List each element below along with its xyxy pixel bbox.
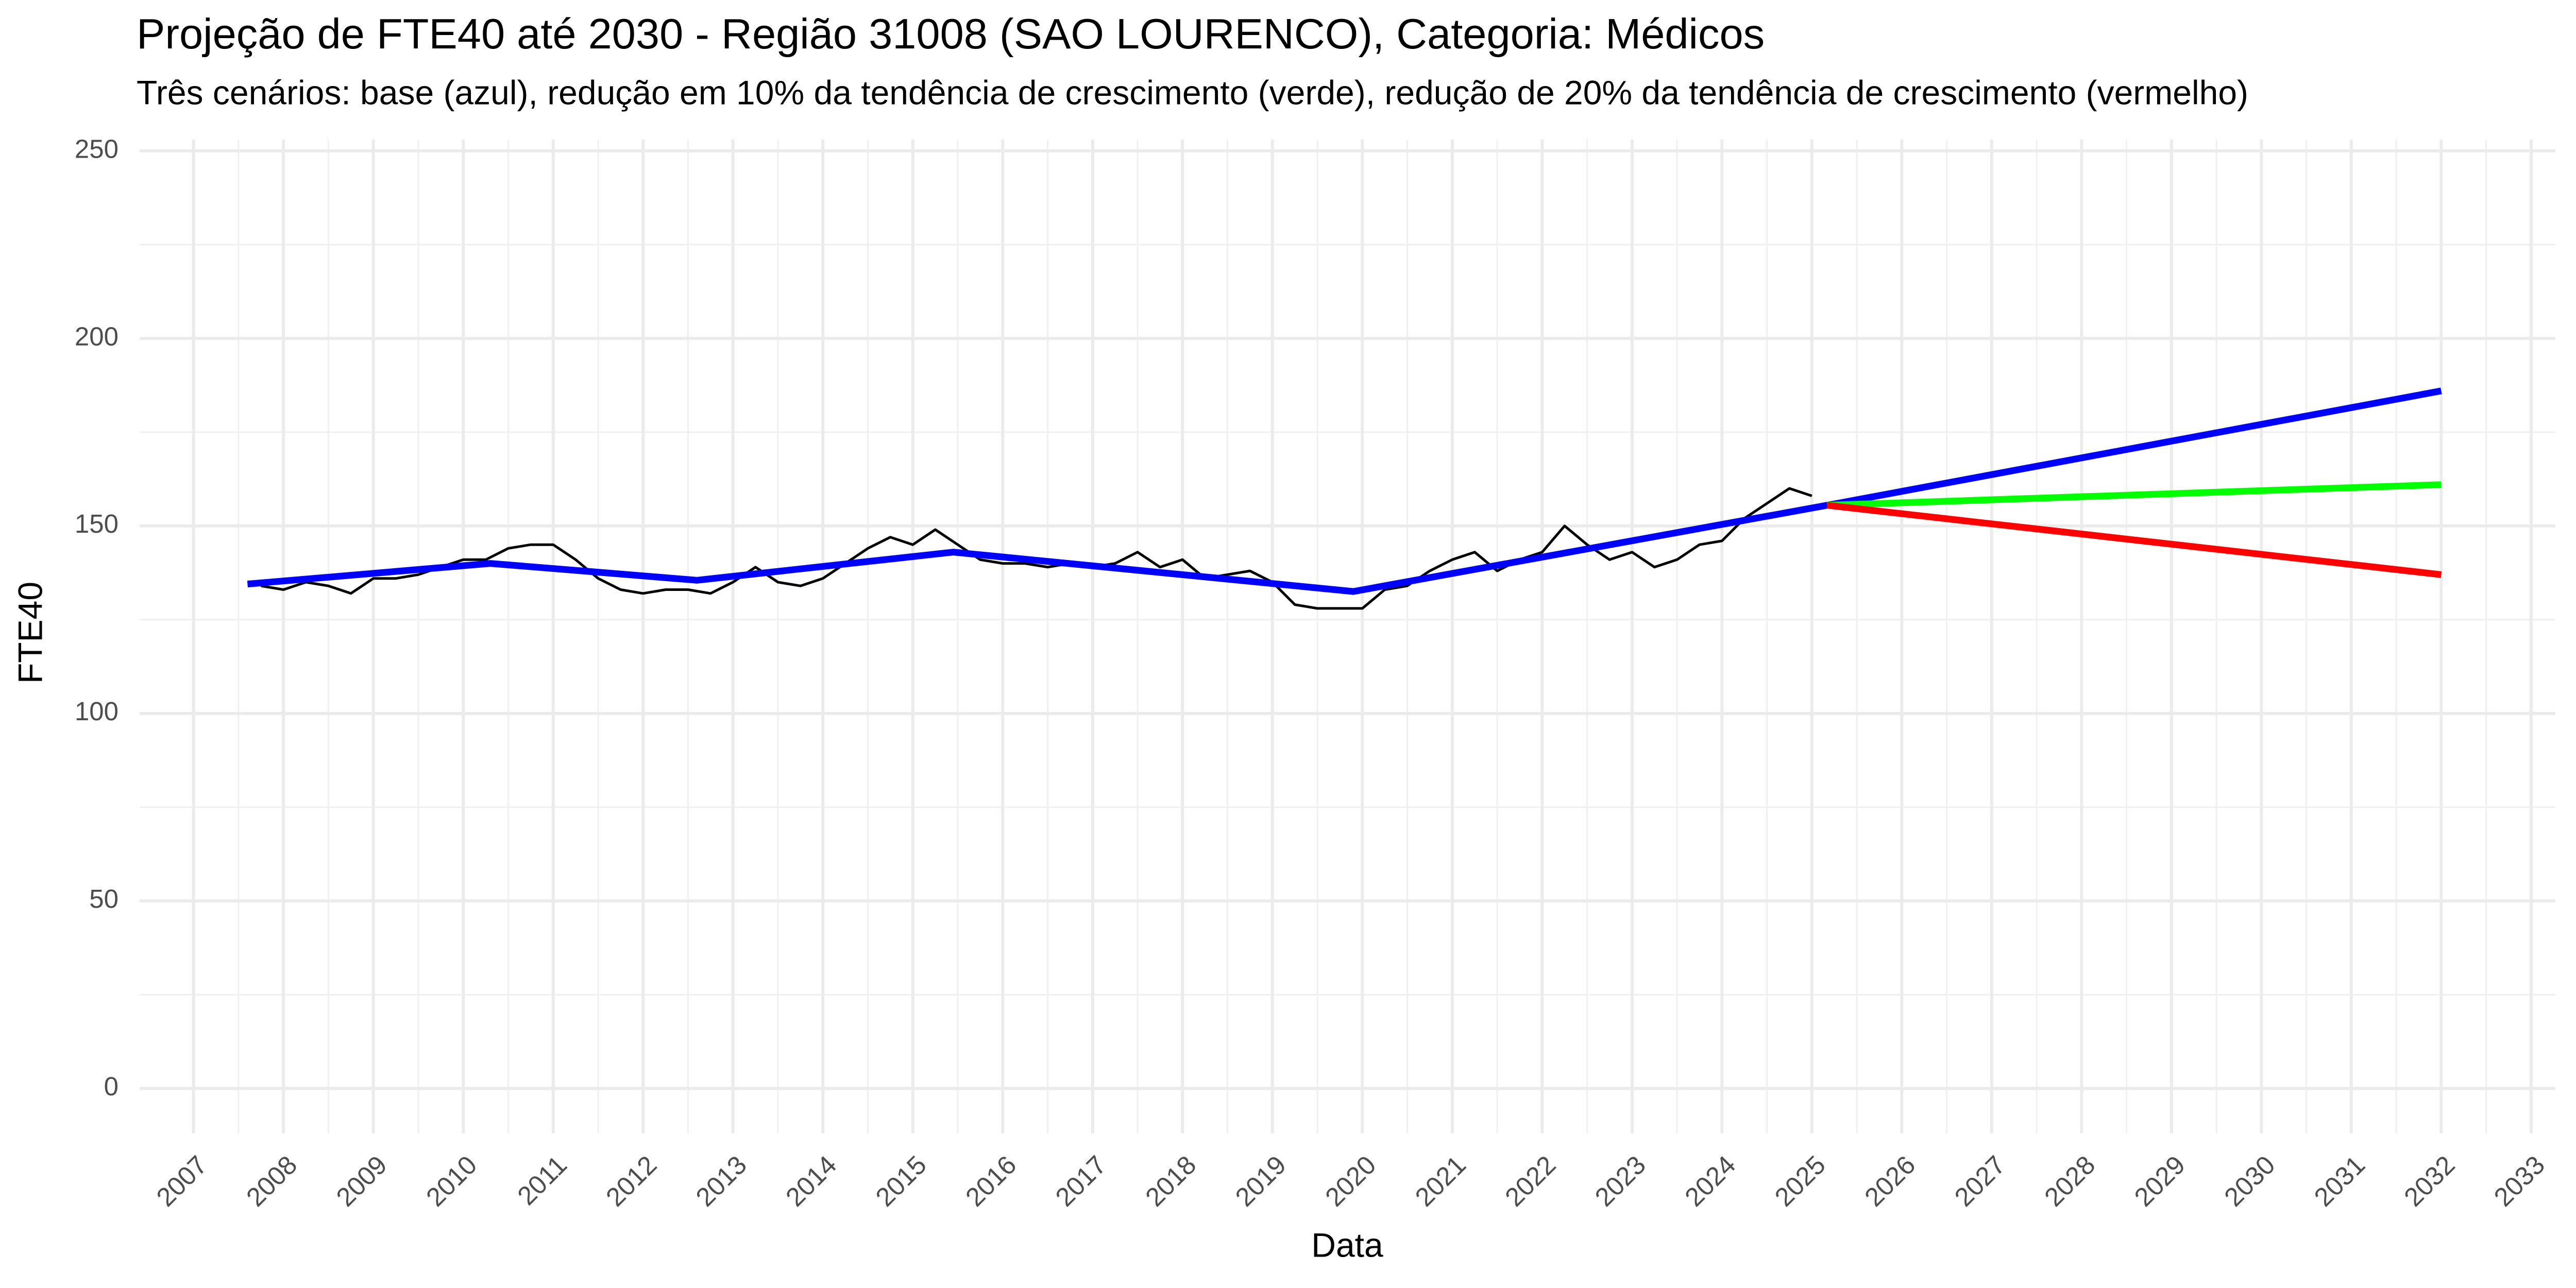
chart-title: Projeção de FTE40 até 2030 - Região 3100…: [137, 10, 1765, 58]
y-tick-label: 0: [104, 1072, 118, 1101]
series-line: [1827, 481, 2442, 509]
x-tick-label: 2022: [1499, 1150, 1562, 1212]
y-tick-label: 50: [89, 884, 118, 913]
x-tick-label: 2021: [1410, 1150, 1472, 1212]
y-tick-label: 150: [75, 509, 118, 538]
y-tick-label: 200: [75, 321, 118, 351]
x-tick-label: 2016: [960, 1150, 1022, 1212]
plot-area: [247, 387, 2442, 610]
x-tick-label: 2018: [1140, 1150, 1202, 1212]
x-tick-label: 2017: [1050, 1150, 1112, 1212]
x-tick-label: 2010: [420, 1150, 483, 1212]
x-tick-label: 2023: [1589, 1150, 1652, 1212]
chart-subtitle: Três cenários: base (azul), redução em 1…: [137, 73, 2248, 111]
x-tick-label: 2031: [2309, 1150, 2371, 1212]
x-tick-label: 2024: [1679, 1150, 1741, 1212]
series-line: [261, 487, 1812, 610]
y-tick-label: 250: [75, 134, 118, 163]
x-tick-label: 2019: [1230, 1150, 1292, 1212]
x-tick-label: 2033: [2488, 1150, 2551, 1212]
x-tick-label: 2029: [2129, 1150, 2191, 1212]
x-tick-label: 2027: [1949, 1150, 2011, 1212]
grid: [140, 140, 2555, 1133]
x-tick-label: 2013: [690, 1150, 753, 1212]
x-tick-label: 2020: [1319, 1150, 1382, 1212]
x-tick-label: 2012: [600, 1150, 663, 1212]
x-tick-label: 2025: [1769, 1150, 1832, 1212]
y-axis-title: FTE40: [11, 582, 49, 684]
x-tick-label: 2007: [150, 1150, 213, 1212]
series-line: [1826, 502, 2442, 578]
x-tick-label: 2011: [512, 1150, 572, 1211]
x-tick-label: 2009: [330, 1150, 393, 1212]
x-tick-label: 2014: [780, 1150, 842, 1212]
x-tick-label: 2008: [241, 1150, 303, 1212]
x-tick-label: 2015: [870, 1150, 933, 1212]
x-tick-label: 2032: [2398, 1150, 2461, 1212]
y-tick-label: 100: [75, 697, 118, 726]
x-axis-title: Data: [1311, 1226, 1383, 1264]
x-tick-label: 2026: [1859, 1150, 1921, 1212]
x-tick-label: 2030: [2218, 1150, 2281, 1212]
x-tick-label: 2028: [2039, 1150, 2101, 1212]
